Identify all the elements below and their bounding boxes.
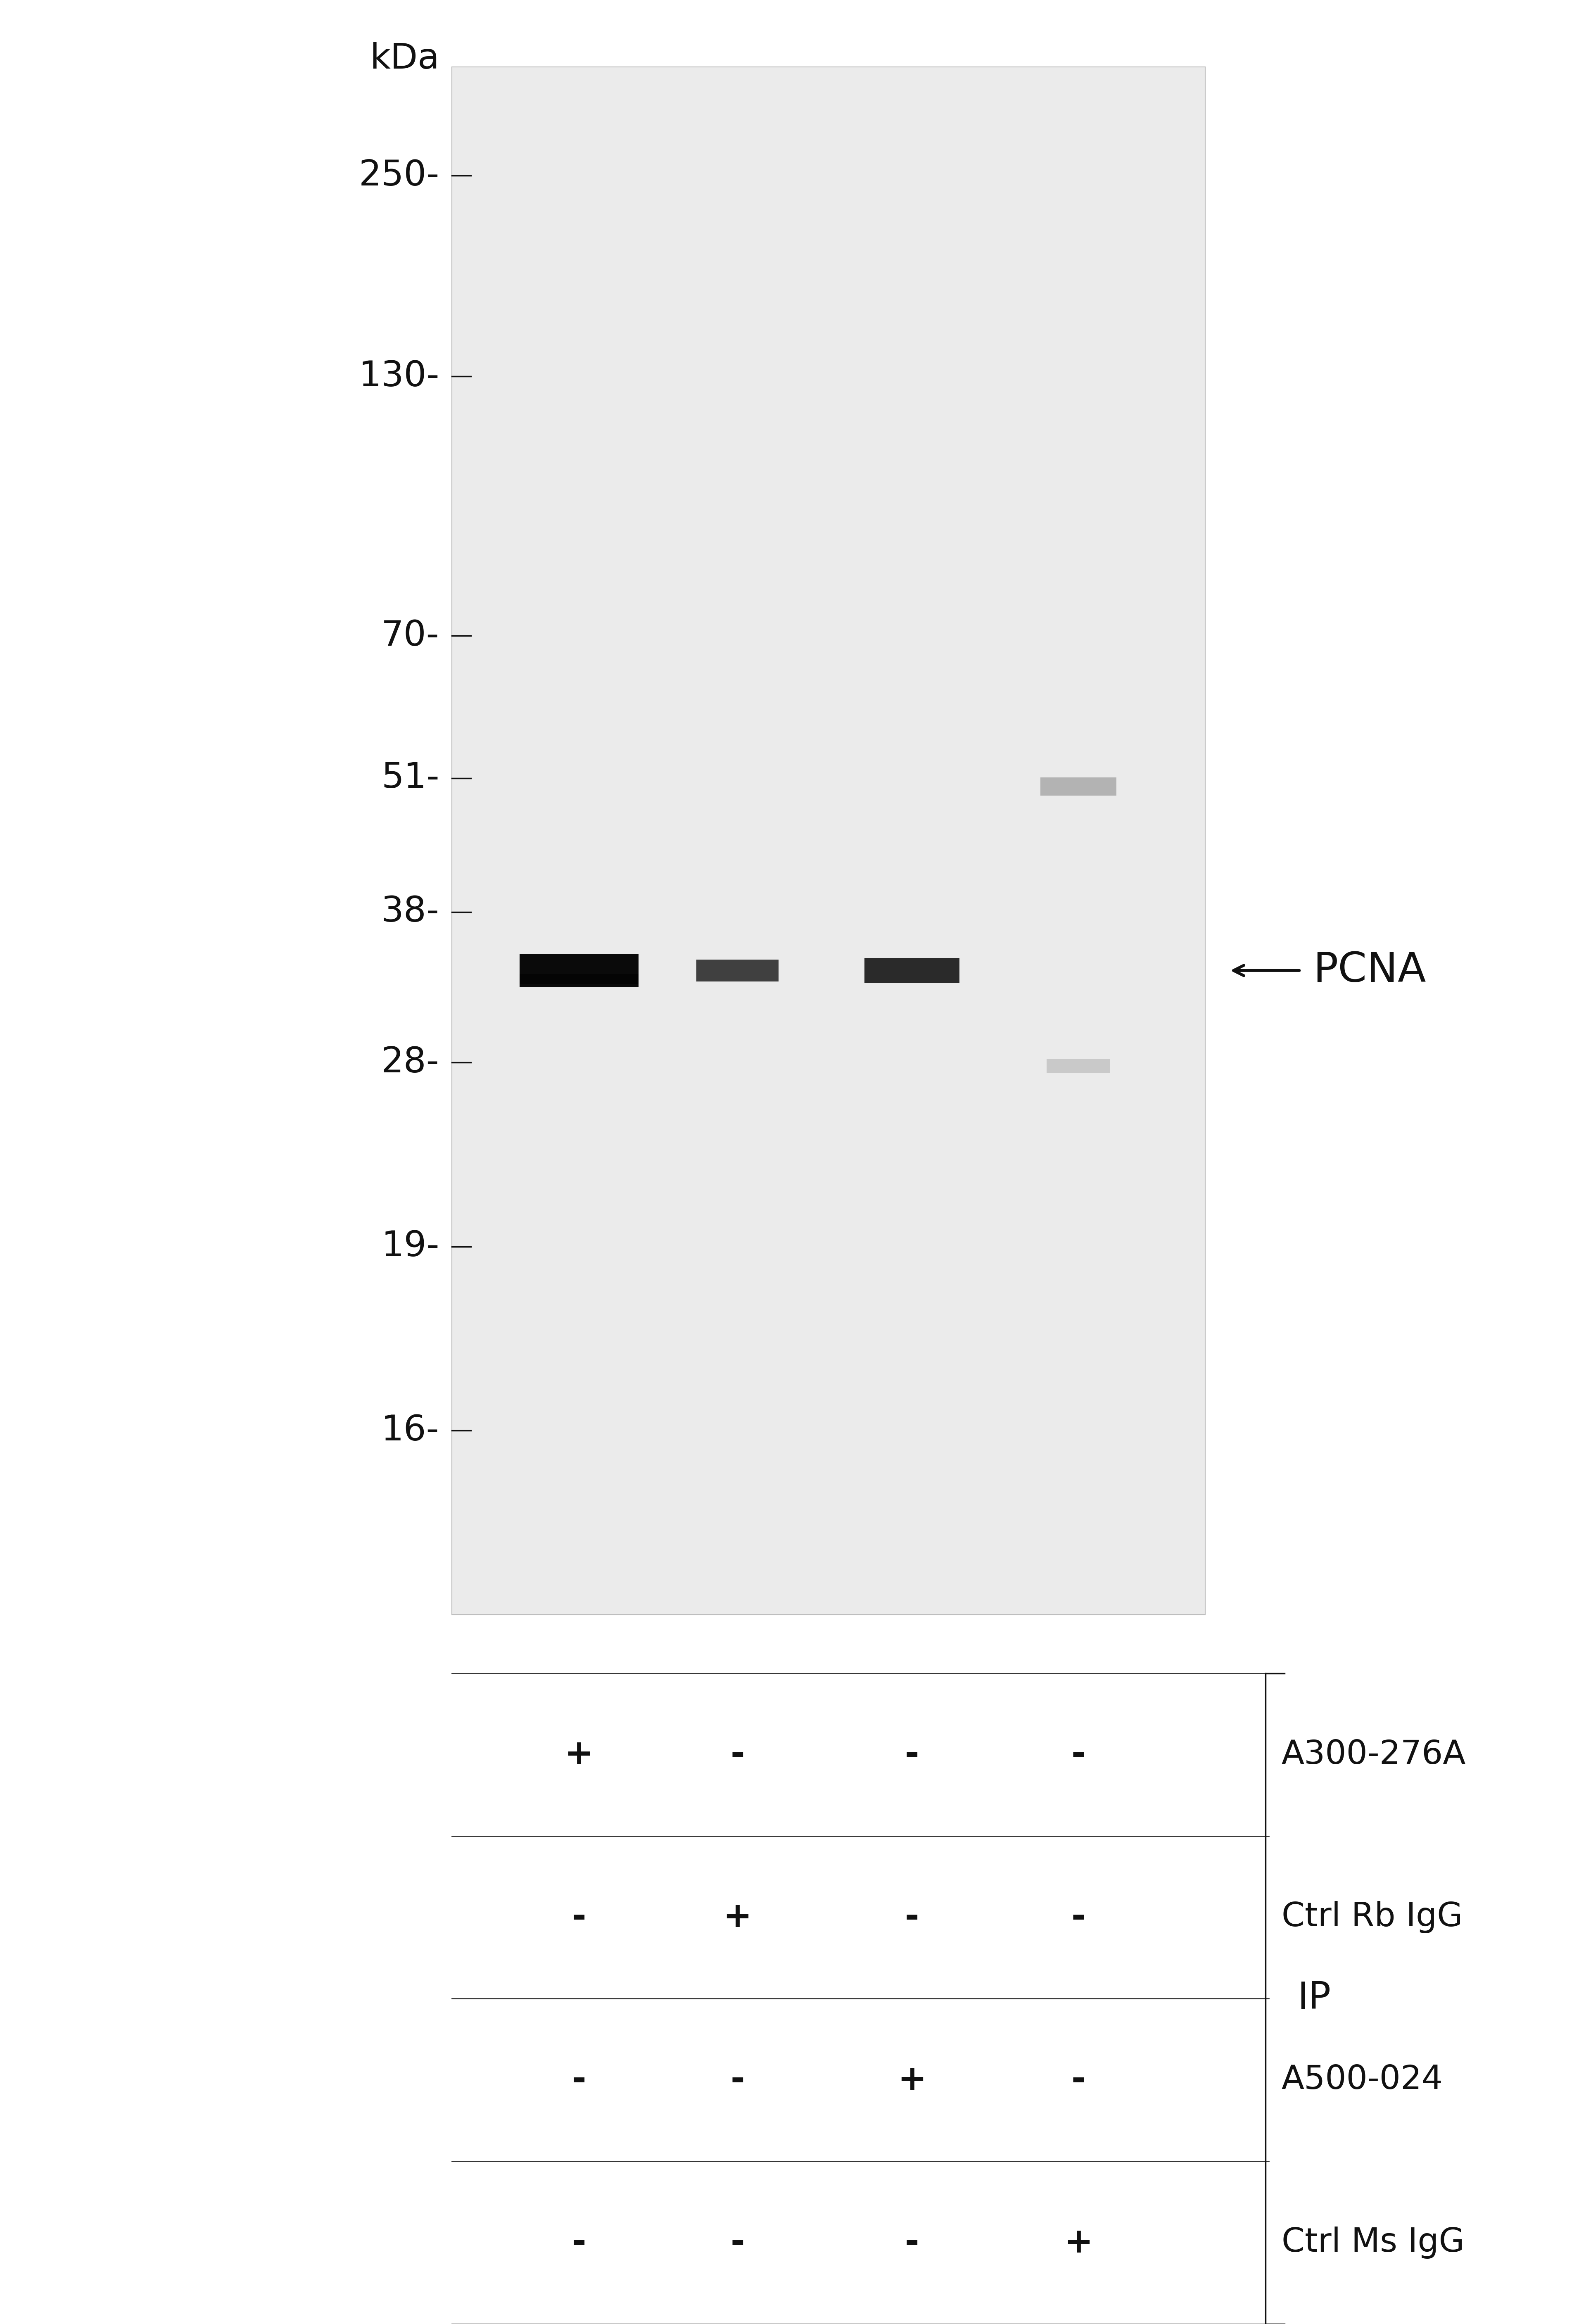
Text: -: - xyxy=(1071,1901,1086,1934)
Text: -: - xyxy=(730,1738,745,1771)
Text: 130-: 130- xyxy=(358,360,439,393)
Text: +: + xyxy=(723,1901,752,1934)
Text: -: - xyxy=(571,1901,587,1934)
Text: -: - xyxy=(730,2226,745,2259)
Bar xyxy=(864,957,960,983)
Text: -: - xyxy=(1071,1738,1086,1771)
Bar xyxy=(520,974,638,983)
Text: PCNA: PCNA xyxy=(1313,951,1426,990)
Text: 70-: 70- xyxy=(381,618,439,653)
Text: 16-: 16- xyxy=(381,1413,439,1448)
Text: -: - xyxy=(904,2226,920,2259)
Text: IP: IP xyxy=(1297,1980,1331,2017)
Text: 19-: 19- xyxy=(381,1229,439,1264)
Text: Ctrl Rb IgG: Ctrl Rb IgG xyxy=(1281,1901,1462,1934)
Bar xyxy=(696,960,779,981)
Text: 38-: 38- xyxy=(381,895,439,930)
Text: Ctrl Ms IgG: Ctrl Ms IgG xyxy=(1281,2226,1464,2259)
Text: -: - xyxy=(1071,2064,1086,2096)
Text: +: + xyxy=(898,2064,926,2096)
Text: +: + xyxy=(1064,2226,1093,2259)
Text: -: - xyxy=(730,2064,745,2096)
Text: -: - xyxy=(571,2064,587,2096)
Text: -: - xyxy=(904,1901,920,1934)
Text: -: - xyxy=(904,1738,920,1771)
Bar xyxy=(452,67,1205,1615)
Text: +: + xyxy=(565,1738,593,1771)
Text: 51-: 51- xyxy=(381,760,439,795)
Text: A500-024: A500-024 xyxy=(1281,2064,1443,2096)
Bar xyxy=(520,953,638,988)
Text: kDa: kDa xyxy=(370,42,439,77)
Text: -: - xyxy=(571,2226,587,2259)
Text: A300-276A: A300-276A xyxy=(1281,1738,1465,1771)
Bar xyxy=(1047,1060,1110,1074)
Text: 250-: 250- xyxy=(358,158,439,193)
Bar xyxy=(1040,776,1117,795)
Text: 28-: 28- xyxy=(381,1046,439,1081)
